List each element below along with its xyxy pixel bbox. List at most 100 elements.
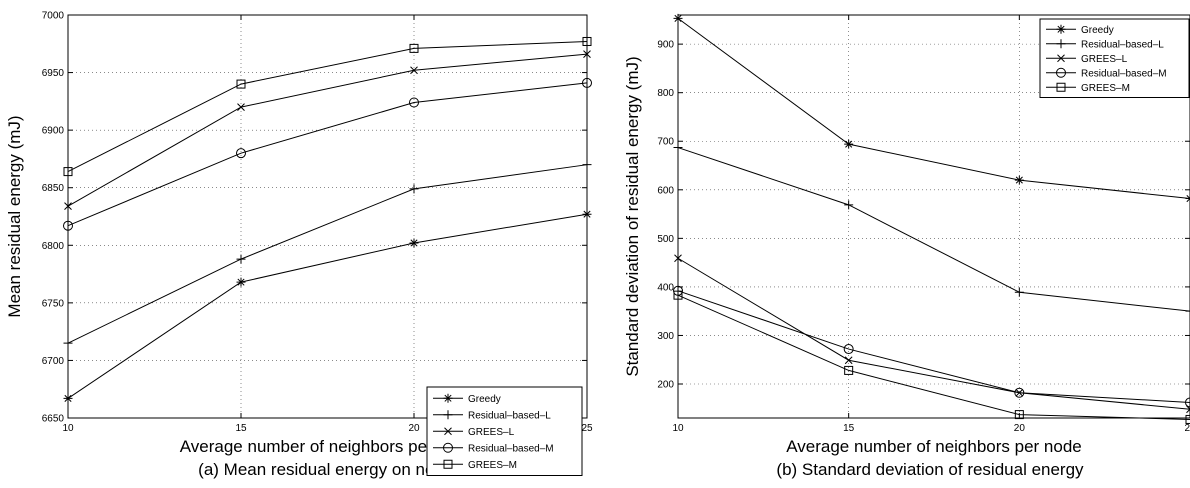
series-4 xyxy=(63,36,592,177)
x-axis-label: Average number of neighbors per node xyxy=(180,437,476,456)
y-tick-label: 200 xyxy=(657,380,674,391)
data-point xyxy=(1186,405,1190,414)
series-line xyxy=(677,17,1190,200)
y-tick-label: 900 xyxy=(657,40,674,51)
legend-marker xyxy=(444,427,452,436)
x-tick-label: 25 xyxy=(1184,423,1190,434)
data-point xyxy=(1014,410,1024,420)
data-point xyxy=(1014,175,1024,185)
legend-label: GREES–L xyxy=(468,427,515,438)
series-line xyxy=(67,213,588,399)
x-tick-label: 15 xyxy=(235,423,247,434)
x-tick-label: 15 xyxy=(843,423,855,434)
data-point xyxy=(844,365,854,375)
legend-marker xyxy=(1057,54,1065,63)
series-line xyxy=(67,164,588,344)
x-tick-label: 10 xyxy=(62,423,74,434)
legend-label: GREES–M xyxy=(468,460,517,471)
x-tick-label: 20 xyxy=(408,423,420,434)
y-tick-label: 6950 xyxy=(42,68,65,79)
chart-caption: (b) Standard deviation of residual energ… xyxy=(776,460,1084,479)
y-tick-label: 6750 xyxy=(42,298,65,309)
legend-marker xyxy=(443,459,453,469)
data-point xyxy=(582,209,592,219)
x-tick-label: 20 xyxy=(1014,423,1026,434)
y-tick-label: 400 xyxy=(657,282,674,293)
chart-b: 10 15 20 25 200 300 400 500 600 700 800 900 Average … xyxy=(623,13,1190,479)
legend-label: Residual–based–M xyxy=(468,443,554,454)
x-tick-label: 25 xyxy=(581,423,593,434)
data-point xyxy=(673,13,683,23)
legend-marker xyxy=(1056,67,1066,78)
series-2 xyxy=(64,50,591,210)
data-point xyxy=(583,50,591,59)
series-line xyxy=(67,82,588,227)
data-point xyxy=(844,356,853,365)
data-point xyxy=(409,43,419,53)
legend-label: Greedy xyxy=(468,394,501,405)
x-axis-label: Average number of neighbors per node xyxy=(786,437,1082,456)
series-line xyxy=(677,257,1190,410)
data-point xyxy=(582,77,592,88)
legend-marker xyxy=(1056,82,1066,92)
data-point xyxy=(673,143,683,153)
x-tick-label: 10 xyxy=(672,423,684,434)
series-2 xyxy=(674,254,1190,414)
data-point xyxy=(409,238,419,248)
data-point xyxy=(236,148,246,159)
series-line xyxy=(677,290,1190,403)
data-point xyxy=(1185,306,1190,316)
data-point xyxy=(673,290,683,300)
y-axis-label: Standard deviation of residual energy (m… xyxy=(623,56,642,376)
legend-label: Residual–based–L xyxy=(1081,39,1164,50)
y-tick-label: 300 xyxy=(657,331,674,342)
data-point xyxy=(63,167,73,177)
legend-label: GREES–M xyxy=(1081,83,1130,94)
data-point xyxy=(236,79,246,89)
y-tick-label: 6650 xyxy=(42,414,65,425)
series-line xyxy=(67,53,588,207)
data-point xyxy=(410,66,418,75)
y-tick-label: 7000 xyxy=(42,11,65,22)
y-tick-label: 500 xyxy=(657,234,674,245)
data-point xyxy=(1014,287,1024,297)
y-tick-label: 700 xyxy=(657,137,674,148)
chart-a: 10 15 20 25 6650 6700 6750 6800 6850 6900 6950 7000… xyxy=(5,11,593,480)
data-point xyxy=(409,184,419,194)
data-point xyxy=(64,202,72,210)
y-tick-label: 6800 xyxy=(42,241,65,252)
series-line xyxy=(67,40,588,173)
series-1 xyxy=(673,143,1190,316)
data-point xyxy=(237,103,245,111)
legend-marker xyxy=(1056,39,1066,49)
y-tick-label: 6700 xyxy=(42,356,65,367)
data-point xyxy=(674,254,682,263)
series-line xyxy=(677,147,1190,312)
data-point xyxy=(63,338,73,348)
data-point xyxy=(63,220,73,231)
y-axis-label: Mean residual energy (mJ) xyxy=(5,115,24,317)
y-tick-label: 6900 xyxy=(42,126,65,137)
legend-marker xyxy=(443,410,453,420)
data-point xyxy=(843,344,854,355)
y-tick-label: 600 xyxy=(657,185,674,196)
data-point xyxy=(236,277,246,287)
data-point xyxy=(1014,387,1025,398)
y-tick-label: 800 xyxy=(657,88,674,99)
legend-label: Greedy xyxy=(1081,25,1114,36)
data-point xyxy=(236,254,246,264)
data-point xyxy=(582,160,592,170)
legend: Greedy Residual–based–L GREES–L Residual–ba… xyxy=(1039,18,1190,98)
data-point xyxy=(1185,414,1190,424)
series-0 xyxy=(673,13,1190,204)
data-point xyxy=(409,97,419,108)
chart-caption: (a) Mean residual energy on nodes xyxy=(198,460,462,479)
legend-label: GREES–L xyxy=(1081,54,1128,65)
series-1 xyxy=(63,160,592,348)
series-0 xyxy=(63,209,592,403)
data-point xyxy=(63,393,73,403)
series-4 xyxy=(673,290,1190,424)
plot-area xyxy=(67,14,588,419)
data-point xyxy=(582,36,592,46)
